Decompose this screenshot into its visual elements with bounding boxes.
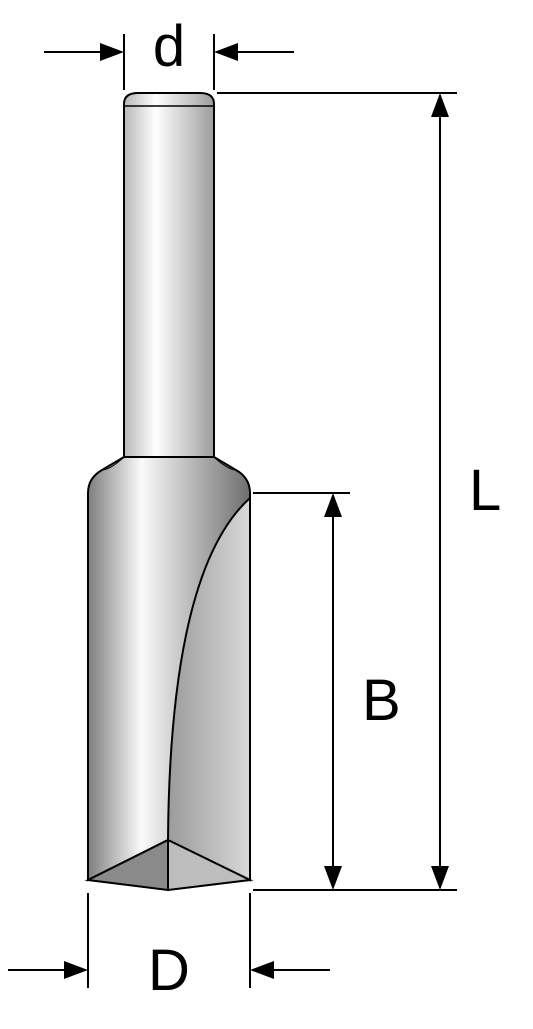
label-L: L <box>469 458 501 523</box>
dimension-d: d <box>44 14 294 90</box>
dimension-D: D <box>8 893 330 1003</box>
dimension-L: L <box>217 93 501 890</box>
label-d: d <box>153 14 185 79</box>
shank <box>124 93 214 457</box>
label-B: B <box>362 668 401 733</box>
router-bit <box>88 93 250 890</box>
label-D: D <box>148 938 190 1003</box>
router-bit-diagram: d D B L <box>0 0 533 1029</box>
dimension-B: B <box>253 493 401 890</box>
